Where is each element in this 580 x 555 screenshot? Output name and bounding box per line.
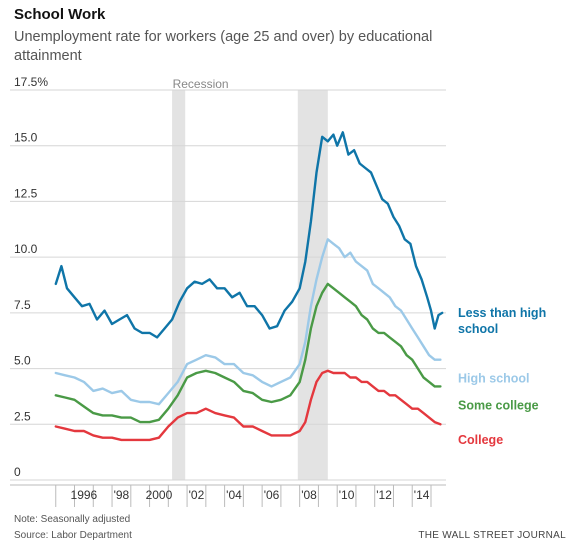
axes: 0 2.5 5.0 7.5 10.0 12.5 15.0 17.5% 1996 '98 2000 '0… (10, 75, 446, 507)
source-note: Source: Labor Department (14, 530, 132, 541)
x-tick-label: '12 (376, 488, 392, 502)
x-tick-label: '06 (264, 488, 280, 502)
y-tick-label: 17.5% (14, 75, 48, 89)
series-label-line: school (458, 322, 498, 336)
chart-subtitle: Unemployment rate for workers (age 25 an… (14, 29, 433, 64)
y-tick-label: 2.5 (14, 409, 31, 423)
series-line-1 (54, 131, 444, 339)
series-label-line: College (458, 433, 503, 447)
series-label-2: High school (458, 372, 530, 386)
y-tick-label: 15.0 (14, 131, 38, 145)
series-lines (54, 131, 444, 442)
series-line-4 (54, 369, 442, 442)
series-label-line: High school (458, 372, 530, 386)
series-labels: Less than high school High school Some coll… (458, 306, 546, 447)
series-label-line: Some college (458, 398, 539, 412)
x-tick-label: '14 (414, 488, 430, 502)
series-line-2 (54, 238, 442, 406)
y-tick-label: 12.5 (14, 186, 38, 200)
publisher-brand: THE WALL STREET JOURNAL (418, 530, 566, 541)
recession-band-1 (172, 90, 186, 480)
recession-band-2 (297, 90, 328, 480)
x-tick-label: '04 (226, 488, 242, 502)
x-tick-label: 2000 (146, 488, 173, 502)
gridlines (10, 89, 446, 481)
series-label-1: Less than high school (458, 306, 546, 336)
y-tick-label: 0 (14, 465, 21, 479)
recession-bands: Recession (172, 77, 328, 480)
x-tick-label: '98 (114, 488, 130, 502)
x-tick-label: 1996 (71, 488, 98, 502)
y-tick-label: 5.0 (14, 354, 31, 368)
x-tick-label: '02 (189, 488, 205, 502)
series-label-3: Some college (458, 398, 539, 412)
x-tick-label: '08 (301, 488, 317, 502)
series-label-4: College (458, 433, 503, 447)
series-line-3 (54, 282, 442, 424)
x-tick-label: '10 (339, 488, 355, 502)
series-label-line: Less than high (458, 306, 546, 320)
footnote: Note: Seasonally adjusted (14, 514, 131, 525)
y-tick-label: 7.5 (14, 298, 31, 312)
y-tick-label: 10.0 (14, 242, 38, 256)
recession-label: Recession (173, 77, 229, 91)
chart-title: School Work (14, 6, 106, 23)
